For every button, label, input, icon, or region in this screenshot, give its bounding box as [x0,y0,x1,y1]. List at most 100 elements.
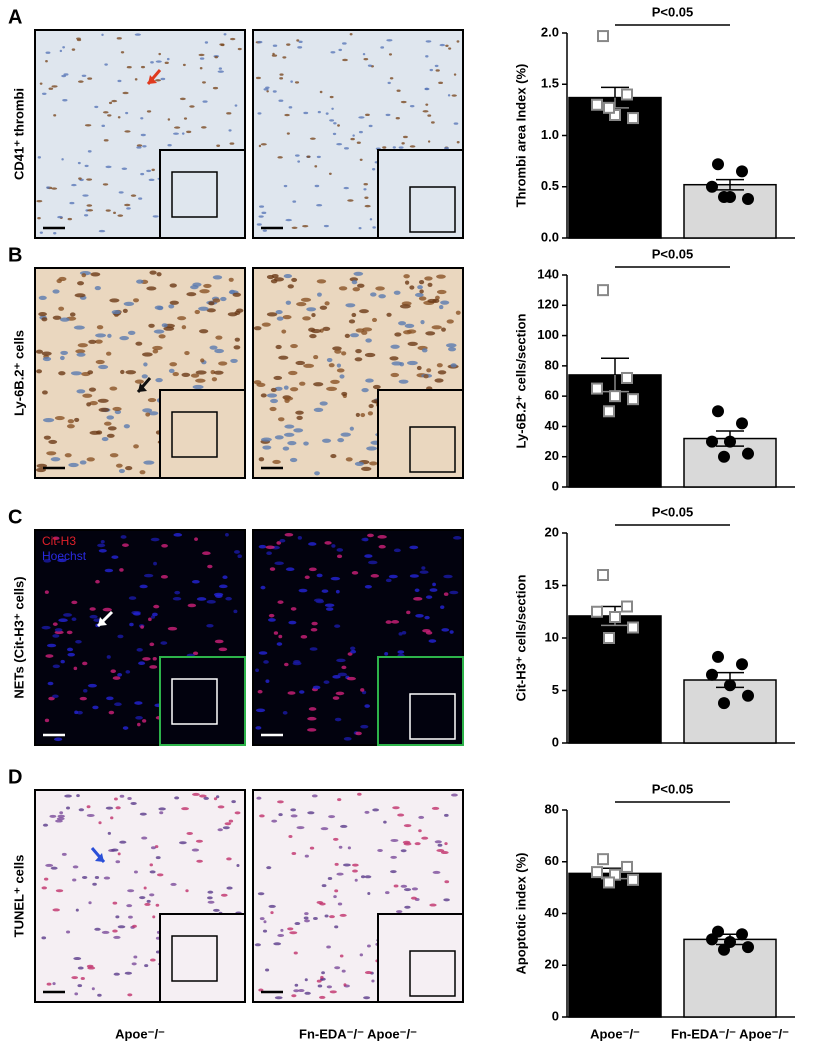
cell [117,634,124,639]
row-label: Ly-6B.2⁺ cells [11,330,26,416]
y-tick-label: 20 [545,448,559,463]
cell [142,408,153,413]
cell [270,387,277,393]
cell [192,384,204,390]
error-bar [601,357,629,393]
cell [322,438,332,443]
cell [421,836,429,840]
cell [304,919,310,923]
cell [122,91,129,95]
cell [83,214,89,217]
cell [260,585,266,590]
cell [152,656,157,661]
cell [270,911,274,915]
cell [453,122,459,125]
cell [349,33,353,36]
cell [98,364,109,370]
cell [89,401,98,406]
cell [345,457,353,462]
cell [272,459,281,465]
cell [273,631,279,635]
cell [436,274,446,279]
cell [67,652,75,657]
cell [390,344,400,349]
cell [155,856,161,860]
cell [422,110,429,113]
cell [106,655,111,659]
cell [276,316,284,321]
cell [421,348,428,353]
cell [52,908,60,912]
cell [278,355,289,360]
data-point [591,382,603,395]
cell [300,297,312,302]
cell [369,218,373,221]
cell [112,901,118,905]
cell [54,737,63,742]
cell [216,144,221,147]
cell [398,379,409,384]
y-tick-label: 40 [545,418,559,433]
cell [371,317,378,323]
cell [436,849,445,853]
cell [35,349,43,354]
data-point [706,435,718,448]
cell [39,231,43,234]
cell [75,639,82,644]
cell [371,979,375,983]
cell [107,114,112,117]
cell [149,642,155,647]
cell [392,806,400,810]
cell [214,639,224,644]
cell [319,401,328,406]
cell [56,817,65,821]
cell [135,341,143,346]
cell [207,564,213,569]
cell [265,968,270,972]
cell [293,989,300,993]
cell [140,117,144,120]
cell [97,398,109,403]
cell [48,87,54,90]
data-point [736,658,748,671]
cell [424,87,430,91]
cell [111,848,119,852]
cell [307,728,317,732]
cell [82,661,88,666]
cell [233,345,241,350]
cell [120,369,125,375]
cell [130,194,137,197]
cell [322,326,331,331]
cell [303,916,309,920]
cell [41,936,47,940]
cell [198,53,205,57]
cell [358,116,365,119]
cell [160,77,166,81]
cell [212,275,223,280]
y-tick-label: 120 [537,297,559,312]
cell [113,935,121,939]
y-tick-label: 1.0 [541,127,559,142]
cell [203,796,209,800]
cell [406,360,418,366]
cell [113,972,120,976]
cell [50,457,61,462]
cell [260,143,267,146]
cell [343,737,352,741]
cell [332,696,340,700]
cell [333,122,337,125]
cell [75,908,79,912]
cell [342,42,347,45]
cell [139,896,146,900]
cell [304,575,310,580]
cell [155,378,163,383]
cell [352,287,361,292]
cell [76,37,81,40]
cell [342,58,348,62]
cell [229,37,236,41]
cell [349,333,359,338]
cell [444,842,448,846]
cell [140,65,146,69]
cell [308,327,316,332]
cell [142,719,147,723]
